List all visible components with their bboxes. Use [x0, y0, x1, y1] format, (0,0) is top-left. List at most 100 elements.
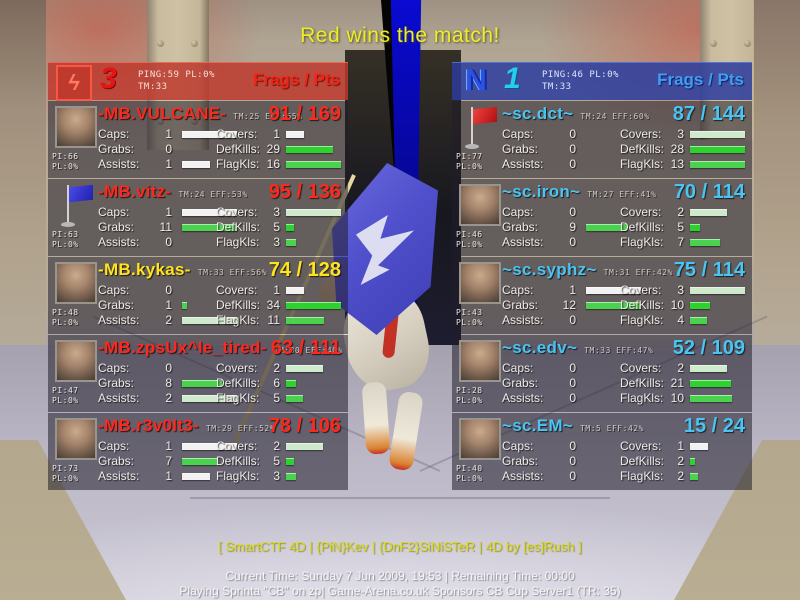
flagkls-value: 7: [677, 235, 684, 249]
player-row: PI:73 PL:0% -MB.r3v0lt3- TM:29 EFF:52% 78…: [48, 413, 348, 490]
grabs-label: Grabs:: [502, 298, 539, 312]
covers-bar: [690, 131, 745, 138]
player-pi: PI:46: [456, 230, 483, 239]
covers-bar: [286, 287, 304, 294]
player-tm-eff: TM:24 EFF:60%: [580, 112, 650, 121]
defkills-value: 34: [266, 298, 280, 312]
assists-label: Assists:: [98, 157, 140, 171]
player-pi: PI:43: [456, 308, 483, 317]
covers-bar: [286, 209, 341, 216]
covers-value: 3: [677, 283, 684, 297]
assists-value: 0: [569, 313, 576, 327]
red-team-logo-icon: ϟ: [56, 65, 92, 101]
defkills-bar: [690, 302, 710, 309]
current-time-line: Current Time: Sunday 7 Jun 2009, 19:53 |…: [225, 569, 575, 583]
covers-value: 2: [677, 361, 684, 375]
red-flag-icon: [459, 104, 503, 152]
defkills-value: 6: [273, 376, 280, 390]
grabs-label: Grabs:: [98, 220, 135, 234]
player-tm-eff: TM:5 EFF:42%: [580, 424, 644, 433]
player-pi: PI:48: [52, 308, 79, 317]
flagkls-label: FlagKls:: [620, 391, 664, 405]
flagkls-bar: [690, 395, 732, 402]
flagkls-label: FlagKls:: [216, 469, 260, 483]
assists-label: Assists:: [98, 469, 140, 483]
flagkls-value: 11: [267, 313, 280, 327]
assists-label: Assists:: [98, 235, 140, 249]
covers-label: Covers:: [216, 283, 258, 297]
grabs-label: Grabs:: [98, 454, 135, 468]
player-name: ~sc.edv~: [502, 338, 578, 357]
flagkls-value: 3: [273, 469, 280, 483]
grabs-label: Grabs:: [98, 298, 135, 312]
player-pi: PI:40: [456, 464, 483, 473]
defkills-value: 5: [677, 220, 684, 234]
caps-label: Caps:: [502, 439, 534, 453]
caps-label: Caps:: [98, 205, 130, 219]
covers-label: Covers:: [620, 127, 662, 141]
player-pl: PL:0%: [456, 240, 483, 249]
player-name: -MB.vitz-: [98, 182, 172, 201]
defkills-bar: [690, 458, 695, 465]
player-frags-pts: 78 / 106: [268, 415, 341, 437]
assists-label: Assists:: [502, 235, 544, 249]
red-team-panel: ϟ 3 PING:59 PL:0% TM:33 Frags / Pts PI:6…: [48, 62, 348, 490]
caps-value: 0: [569, 127, 576, 141]
assists-bar: [182, 317, 237, 324]
player-tm-eff: TM:25 EFF:65%: [233, 112, 303, 121]
covers-value: 1: [677, 439, 684, 453]
covers-label: Covers:: [620, 361, 662, 375]
defkills-value: 2: [677, 454, 684, 468]
caps-value: 0: [569, 439, 576, 453]
player-pl: PL:0%: [456, 162, 483, 171]
defkills-bar: [690, 224, 700, 231]
blue-flag-icon: [55, 182, 99, 230]
player-name: -MB.kykas-: [98, 260, 191, 279]
player-portrait: [55, 418, 97, 460]
player-row: PI:63 PL:0% -MB.vitz- TM:24 EFF:53% 95 / …: [48, 179, 348, 256]
player-pi-pl: PI:66 PL:0%: [52, 152, 79, 172]
player-portrait: [459, 184, 501, 226]
player-row: PI:66 PL:0% -MB.VULCANE- TM:25 EFF:65% 91…: [48, 101, 348, 178]
player-pi-pl: PI:46 PL:0%: [456, 230, 483, 250]
red-team-ping: PING:59 PL:0% TM:33: [138, 70, 215, 92]
player-frags-pts: 74 / 128: [268, 259, 341, 281]
assists-bar: [182, 395, 237, 402]
covers-value: 1: [273, 127, 280, 141]
grabs-label: Grabs:: [502, 376, 539, 390]
player-frags-pts: 75 / 114: [673, 259, 745, 281]
red-team-header: ϟ 3 PING:59 PL:0% TM:33 Frags / Pts: [48, 62, 348, 101]
caps-label: Caps:: [98, 283, 130, 297]
flag-carrier-leg: [361, 381, 391, 455]
covers-label: Covers:: [216, 361, 258, 375]
player-pi-pl: PI:43 PL:0%: [456, 308, 483, 328]
flagkls-label: FlagKls:: [620, 313, 664, 327]
server-info-line: Playing Sprinta "CB" on zp| Game-Arena.c…: [179, 584, 621, 598]
flagkls-label: FlagKls:: [620, 469, 664, 483]
covers-value: 2: [273, 361, 280, 375]
player-stats: Caps: 0 Covers: 3 Grabs: 0 DefKills: 28 Assi…: [502, 127, 748, 172]
flagkls-value: 13: [670, 157, 684, 171]
flagkls-bar: [286, 395, 303, 402]
player-stats: Caps: 1 Covers: 2 Grabs: 7 DefKills: 5 Assis…: [98, 439, 344, 484]
assists-value: 0: [165, 235, 172, 249]
caps-value: 1: [569, 283, 576, 297]
caps-value: 0: [165, 361, 172, 375]
assists-value: 2: [165, 391, 172, 405]
flag-emblem-icon: [356, 215, 414, 285]
caps-label: Caps:: [502, 205, 534, 219]
defkills-label: DefKills:: [216, 298, 261, 312]
player-stats: Caps: 0 Covers: 1 Grabs: 0 DefKills: 2 Assis…: [502, 439, 748, 484]
player-stats: Caps: 1 Covers: 3 Grabs: 12 DefKills: 10 Ass…: [502, 283, 748, 328]
blue-team-rows: PI:77 PL:0% ~sc.dct~ TM:24 EFF:60% 87 / 1…: [452, 101, 752, 490]
blue-team-header: N 1 PING:46 PL:0% TM:33 Frags / Pts: [452, 62, 752, 100]
defkills-value: 28: [670, 142, 684, 156]
assists-label: Assists:: [98, 313, 140, 327]
caps-bar: [586, 287, 641, 294]
rivet-icon: [157, 40, 164, 47]
blue-team-score: 1: [504, 62, 521, 95]
defkills-bar: [286, 458, 294, 465]
caps-label: Caps:: [98, 439, 130, 453]
grabs-value: 7: [165, 454, 172, 468]
grabs-label: Grabs:: [502, 142, 539, 156]
